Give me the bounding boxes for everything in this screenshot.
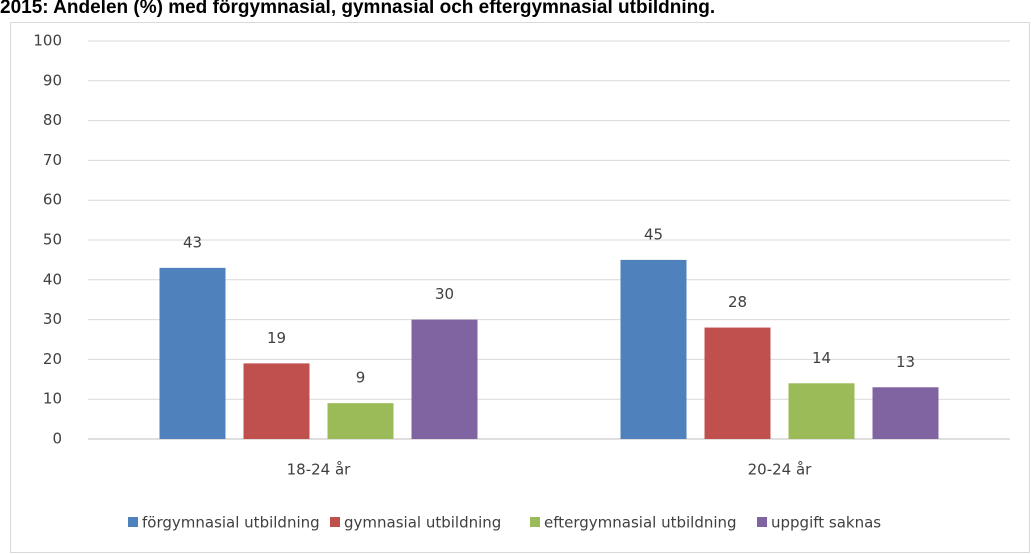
bar (620, 259, 687, 439)
data-label: 14 (812, 349, 831, 367)
data-label: 28 (728, 293, 747, 311)
y-tick-label: 50 (43, 231, 62, 249)
bar (159, 267, 226, 439)
data-label: 43 (183, 233, 202, 251)
bar (788, 383, 855, 439)
y-tick-label: 10 (43, 390, 62, 408)
legend-swatch (128, 517, 138, 527)
bar (704, 327, 771, 439)
data-label: 45 (644, 225, 663, 243)
y-tick-label: 20 (43, 350, 62, 368)
bar (872, 387, 939, 439)
legend-label: förgymnasial utbildning (142, 514, 320, 532)
y-tick-label: 90 (43, 71, 62, 89)
x-tick-label: 18-24 år (287, 461, 352, 479)
legend-swatch (530, 517, 540, 527)
legend-swatch (757, 517, 767, 527)
data-label: 30 (435, 285, 454, 303)
legend-label: eftergymnasial utbildning (544, 514, 737, 532)
y-tick-label: 100 (33, 32, 62, 50)
bar (411, 319, 478, 439)
y-tick-label: 60 (43, 191, 62, 209)
legend-label: uppgift saknas (771, 514, 881, 532)
bar (327, 403, 394, 439)
data-label: 9 (356, 369, 366, 387)
y-tick-label: 70 (43, 151, 62, 169)
legend-label: gymnasial utbildning (344, 514, 501, 532)
y-tick-label: 0 (52, 430, 62, 448)
y-tick-label: 30 (43, 310, 62, 328)
chart-title: 2015: Andelen (%) med förgymnasial, gymn… (0, 0, 715, 18)
bar (243, 363, 310, 439)
legend-swatch (330, 517, 340, 527)
x-tick-label: 20-24 år (748, 461, 813, 479)
y-tick-label: 40 (43, 270, 62, 288)
data-label: 19 (267, 329, 286, 347)
y-tick-label: 80 (43, 111, 62, 129)
data-label: 13 (896, 353, 915, 371)
